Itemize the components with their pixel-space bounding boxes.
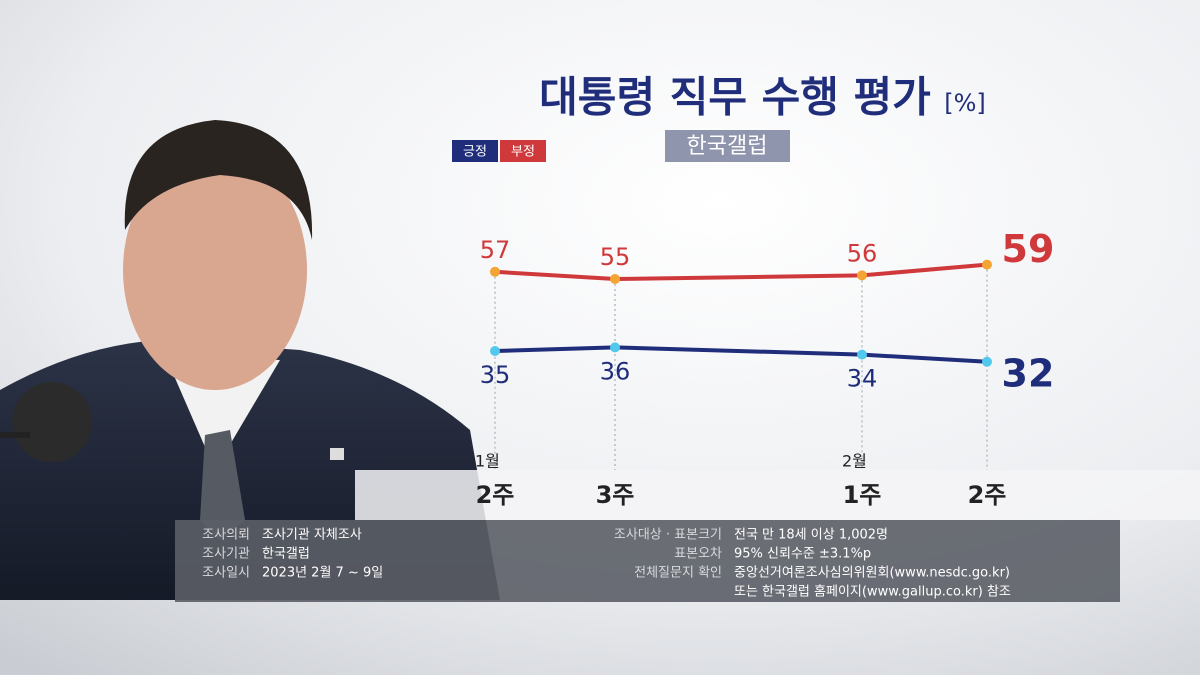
x-tick-label: 3주 [596,481,635,509]
data-point [610,342,620,353]
note-value: 한국갤럽 [262,547,310,562]
notes-panel [175,520,1120,602]
month-label: 1월 [475,452,500,471]
note-value: 전국 만 18세 이상 1,002명 [734,528,888,543]
note-label: 조사일시 [202,566,250,581]
legend-swatch [500,140,546,162]
month-label: 2월 [842,452,867,471]
note-value: 95% 신뢰수준 ±3.1%p [734,547,871,562]
axis-band [355,470,1200,520]
legend-label: 부정 [511,145,535,160]
note-value: 또는 한국갤럽 홈페이지(www.gallup.co.kr) 참조 [734,585,1011,600]
data-point [490,346,500,356]
data-label: 36 [600,357,631,385]
note-label: 표본오차 [674,547,722,562]
x-tick-label: 1주 [843,481,882,509]
data-label-latest: 59 [1002,227,1055,271]
data-point [982,356,992,367]
data-point [610,274,620,284]
series-line [494,345,988,364]
data-label: 35 [480,361,511,389]
x-tick-label: 2주 [968,481,1007,509]
subtitle-box [665,130,790,162]
note-label: 조사기관 [202,547,250,562]
legend-label: 긍정 [463,145,487,160]
unit-label: [%] [944,89,986,117]
data-label: 55 [600,243,631,271]
data-label: 57 [480,236,511,264]
series-line [494,262,988,282]
subtitle: 한국갤럽 [687,134,768,159]
note-value: 조사기관 자체조사 [262,528,362,543]
data-point [857,270,867,281]
note-value: 중앙선거여론조사심의위원회(www.nesdc.go.kr) [734,566,1010,581]
chart-title: 대통령 직무 수행 평가 [539,73,931,122]
note-label: 전체질문지 확인 [634,566,722,581]
data-label: 34 [847,365,878,393]
legend-swatch [452,140,498,162]
note-label: 조사대상 · 표본크기 [614,528,722,543]
data-label: 56 [847,239,878,267]
data-label-latest: 32 [1002,351,1055,395]
data-point [857,349,867,360]
data-point [490,266,500,277]
data-point [982,259,992,270]
note-value: 2023년 2월 7 ~ 9일 [262,566,383,581]
x-tick-label: 2주 [476,481,515,509]
note-label: 조사의뢰 [202,528,250,543]
